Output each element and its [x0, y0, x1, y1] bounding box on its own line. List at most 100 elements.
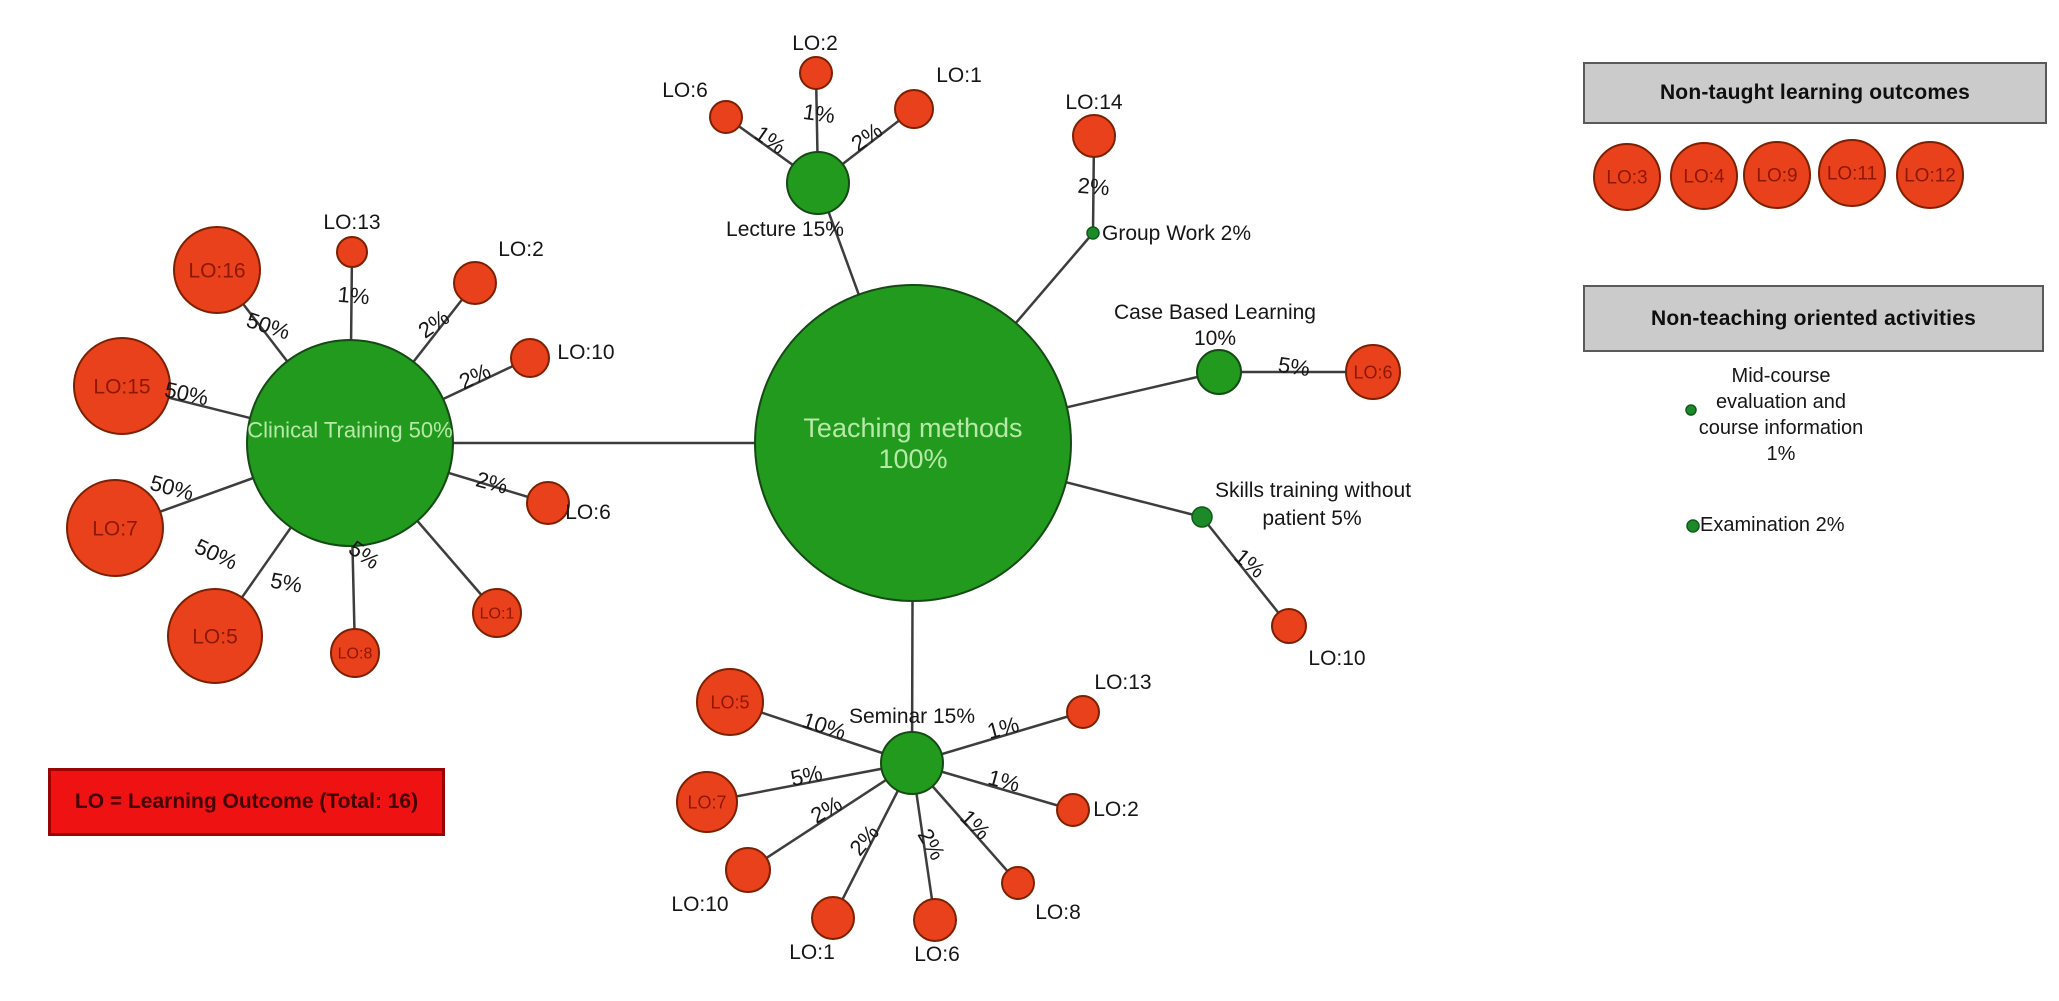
- edge-pct-label: 2%: [414, 304, 454, 343]
- edge-pct-label: 5%: [788, 760, 824, 791]
- node-label: Seminar 15%: [849, 705, 975, 728]
- non-taught-outcomes-header: Non-taught learning outcomes: [1583, 62, 2047, 124]
- node-label: LO:2: [1093, 798, 1139, 821]
- node-lecture: [786, 151, 850, 215]
- node-lec-lo1: [894, 89, 934, 129]
- node-label: LO:6: [662, 79, 708, 102]
- node-text-clinical: Clinical Training 50%: [247, 418, 452, 443]
- node-skills: [1191, 506, 1213, 528]
- edge-pct-label: 1%: [1230, 543, 1270, 583]
- node-label: LO:10: [1308, 647, 1365, 670]
- legend-box: LO = Learning Outcome (Total: 16): [48, 768, 445, 836]
- node-text-cl-lo1: LO:1: [480, 606, 515, 623]
- node-cl-lo16: [173, 226, 261, 314]
- node-text-nt-lo11: LO:11: [1827, 164, 1877, 185]
- node-text-se-lo7: LO:7: [687, 792, 726, 812]
- node-label: LO:13: [1094, 671, 1151, 694]
- midcourse-line-1: Mid-course: [1731, 365, 1831, 387]
- node-cbl-lo6: [1345, 344, 1401, 400]
- legend-text: LO = Learning Outcome (Total: 16): [74, 790, 419, 813]
- edge-pct-label: 2%: [473, 467, 510, 499]
- node-exam-dot: [1686, 519, 1700, 533]
- node-text-nt-lo12: LO:12: [1904, 166, 1956, 187]
- node-label: Group Work 2%: [1102, 222, 1251, 245]
- node-label: LO:14: [1065, 91, 1123, 114]
- edge-pct-label: 2%: [806, 791, 846, 829]
- examination-label: Examination 2%: [1700, 514, 1845, 536]
- node-text-cl-lo7: LO:7: [92, 517, 138, 540]
- edge-pct-label: 50%: [162, 377, 210, 411]
- node-label: Skills training without: [1215, 479, 1411, 502]
- node-label: Lecture 15%: [726, 218, 844, 241]
- node-lec-lo6: [709, 100, 743, 134]
- midcourse-line-4: 1%: [1766, 443, 1796, 465]
- non-taught-outcomes-title: Non-taught learning outcomes: [1659, 81, 1971, 104]
- node-lec-lo2: [799, 56, 833, 90]
- node-se-lo2: [1056, 793, 1090, 827]
- node-text-nt-lo3: LO:3: [1606, 168, 1647, 189]
- node-label: LO:10: [671, 893, 728, 916]
- node-text-teaching: 100%: [878, 444, 947, 474]
- edge-pct-label: 5%: [1277, 352, 1312, 381]
- non-teaching-activities-header: Non-teaching oriented activities: [1583, 285, 2044, 352]
- edge-pct-label: 1%: [955, 805, 995, 845]
- node-cl-lo15: [73, 337, 171, 435]
- node-text-teaching: Teaching methods: [803, 413, 1022, 443]
- midcourse-line-2: evaluation and: [1715, 391, 1847, 413]
- edge-seminar-se-lo7: [706, 761, 913, 804]
- node-label: 10%: [1194, 327, 1236, 350]
- edge-pct-label: 1%: [984, 712, 1021, 744]
- node-label: LO:8: [1035, 901, 1081, 924]
- node-text-cbl-lo6: LO:6: [1353, 362, 1392, 382]
- node-label: patient 5%: [1262, 507, 1361, 530]
- node-label: LO:1: [789, 941, 835, 964]
- node-nt-lo4: [1670, 142, 1738, 210]
- midcourse-line-3: course information: [1698, 417, 1864, 439]
- non-teaching-activities-title: Non-teaching oriented activities: [1651, 306, 1976, 330]
- edge-pct-label: 10%: [800, 707, 850, 744]
- node-se-lo8: [1001, 866, 1035, 900]
- node-cl-lo2: [453, 261, 497, 305]
- node-cl-lo8: [330, 628, 380, 678]
- node-text-cl-lo15: LO:15: [93, 375, 150, 398]
- node-text-nt-lo4: LO:4: [1683, 167, 1725, 188]
- node-nt-lo3: [1593, 143, 1661, 211]
- node-text-cl-lo16: LO:16: [188, 259, 245, 282]
- node-label: LO:10: [557, 341, 614, 364]
- node-label: LO:2: [792, 32, 838, 55]
- node-label: LO:6: [914, 943, 960, 966]
- node-cl-lo6: [526, 481, 570, 525]
- node-groupwork: [1086, 226, 1100, 240]
- node-nt-lo11: [1818, 139, 1886, 207]
- node-se-lo5: [696, 668, 764, 736]
- edge-pct-label: 2%: [913, 824, 951, 864]
- node-text-se-lo5: LO:5: [710, 692, 749, 712]
- edge-pct-label: 1%: [750, 120, 790, 159]
- node-cl-lo13: [336, 236, 368, 268]
- node-cl-lo5: [167, 588, 263, 684]
- node-label: LO:1: [936, 64, 982, 87]
- node-teaching: [754, 284, 1072, 602]
- node-midcourse-dot: [1685, 404, 1697, 416]
- node-text-cl-lo8: LO:8: [338, 646, 373, 663]
- edge-skills-sk-lo10: [1201, 516, 1290, 627]
- node-nt-lo12: [1896, 141, 1964, 209]
- node-label: Case Based Learning: [1114, 301, 1316, 324]
- node-text-cl-lo5: LO:5: [192, 625, 238, 648]
- edge-pct-label: 1%: [802, 99, 837, 128]
- node-nt-lo9: [1743, 141, 1811, 209]
- node-text-nt-lo9: LO:9: [1756, 166, 1797, 187]
- node-se-lo13: [1066, 695, 1100, 729]
- edge-pct-label: 1%: [337, 282, 371, 310]
- edge-pct-label: 50%: [244, 307, 294, 344]
- node-se-lo6: [913, 898, 957, 942]
- edge-pct-label: 2%: [455, 358, 494, 394]
- edge-pct-label: 5%: [268, 568, 304, 598]
- edge-pct-label: 2%: [844, 820, 884, 860]
- node-clinical: [246, 339, 454, 547]
- node-cbl: [1196, 349, 1242, 395]
- edge-pct-label: 50%: [191, 534, 241, 575]
- node-label: LO:6: [565, 501, 611, 524]
